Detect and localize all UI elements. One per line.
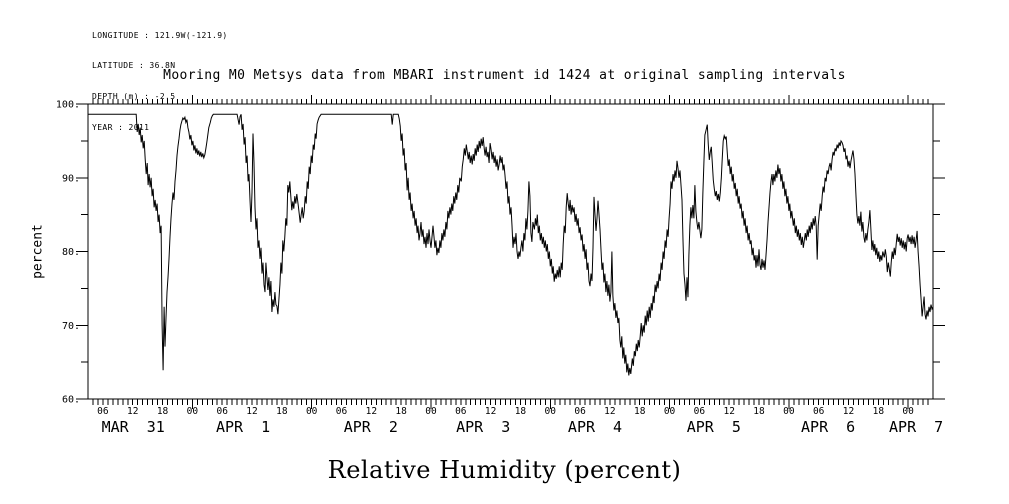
x-hour-label: 06	[694, 406, 706, 417]
x-hour-label: 06	[574, 406, 586, 417]
x-hour-label: 12	[604, 406, 615, 417]
x-date-labels: MAR 31 APR 1 APR 2 APR 3 APR 4 APR 5 APR 6 APR …	[102, 418, 944, 436]
x-hour-label: 00	[664, 406, 676, 417]
y-ticks	[76, 103, 945, 400]
metadata-line-longitude: LONGITUDE : 121.9W(-121.9)	[92, 30, 228, 40]
x-hour-label: 00	[902, 406, 914, 417]
x-hour-label: 18	[873, 406, 885, 417]
x-hour-label: 00	[783, 406, 795, 417]
x-hour-label: 12	[843, 406, 854, 417]
x-hour-label: 06	[813, 406, 825, 417]
x-hour-label: 00	[187, 406, 199, 417]
x-date-label: APR 4	[568, 418, 622, 436]
y-tick-label: 90.	[62, 173, 80, 184]
x-date-label: MAR 31	[102, 418, 165, 436]
humidity-line	[88, 113, 934, 376]
x-date-label: APR 1	[216, 418, 270, 436]
x-hour-label: 12	[127, 406, 138, 417]
y-tick-label: 60.	[62, 395, 80, 406]
y-tick-label: 80.	[62, 247, 80, 258]
x-date-label: APR 3	[456, 418, 510, 436]
y-tick-labels: 100. 90. 80. 70. 60.	[56, 100, 80, 406]
x-hour-label: 18	[395, 406, 407, 417]
x-hour-label: 18	[634, 406, 646, 417]
x-hour-labels: 06 12 18 00 06 12 18 00 06 12 18 00 06 12 18 00 06 12 18 00…	[97, 406, 914, 417]
x-hour-label: 06	[216, 406, 228, 417]
y-tick-label: 100.	[56, 100, 80, 111]
x-hour-label: 18	[276, 406, 288, 417]
x-hour-label: 12	[246, 406, 257, 417]
y-tick-label: 70.	[62, 321, 80, 332]
x-hour-label: 06	[336, 406, 348, 417]
x-hour-label: 18	[157, 406, 169, 417]
x-hour-label: 06	[455, 406, 467, 417]
x-hour-label: 12	[723, 406, 734, 417]
plot-frame	[87, 103, 934, 400]
x-hour-label: 12	[485, 406, 496, 417]
x-hour-label: 00	[545, 406, 557, 417]
x-date-label: APR 2	[344, 418, 398, 436]
x-ticks	[92, 95, 929, 409]
x-hour-label: 06	[97, 406, 109, 417]
x-hour-label: 00	[306, 406, 318, 417]
x-date-label: APR 5	[687, 418, 741, 436]
plot-title: Mooring M0 Metsys data from MBARI instru…	[163, 68, 846, 83]
metadata-line-depth: DEPTH (m) : -2.5	[92, 92, 176, 102]
x-hour-label: 12	[366, 406, 377, 417]
x-hour-label: 18	[515, 406, 527, 417]
x-axis-title: Relative Humidity (percent)	[327, 456, 682, 484]
x-date-label: APR 7	[889, 418, 943, 436]
x-hour-label: 18	[753, 406, 765, 417]
x-date-label: APR 6	[801, 418, 855, 436]
x-hour-label: 00	[425, 406, 437, 417]
metadata-line-latitude: LATITUDE : 36.8N	[92, 61, 176, 71]
